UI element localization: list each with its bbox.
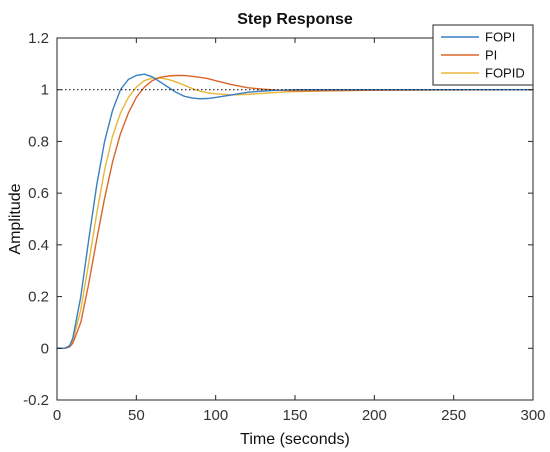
chart-title: Step Response xyxy=(237,11,353,28)
y-ticks: -0.2 0 0.2 0.4 0.6 0.8 1 1.2 xyxy=(23,30,533,409)
series-line-fopi xyxy=(56,73,534,349)
y-axis-label: Amplitude xyxy=(7,183,24,254)
series-line-fopid xyxy=(56,77,534,349)
y-tick-label: 0 xyxy=(41,340,49,357)
series-layer xyxy=(56,73,534,349)
y-tick-label: 0.8 xyxy=(28,133,49,150)
x-tick-label: 100 xyxy=(203,407,228,424)
x-tick-label: 0 xyxy=(53,407,61,424)
y-tick-label: 0.6 xyxy=(28,185,49,202)
x-ticks: 0 50 100 150 200 250 300 xyxy=(53,38,546,424)
y-tick-label: 1 xyxy=(41,82,49,99)
legend-label-fopid: FOPID xyxy=(485,66,525,81)
x-tick-label: 50 xyxy=(128,407,145,424)
y-tick-label: 1.2 xyxy=(28,30,49,47)
x-tick-label: 250 xyxy=(441,407,466,424)
plot-area xyxy=(57,38,533,400)
x-tick-label: 200 xyxy=(362,407,387,424)
y-tick-label: 0.4 xyxy=(28,237,49,254)
x-axis-label: Time (seconds) xyxy=(240,431,350,448)
legend-label-pi: PI xyxy=(485,48,497,63)
y-tick-label: -0.2 xyxy=(23,392,49,409)
y-tick-label: 0.2 xyxy=(28,289,49,306)
legend-label-fopi: FOPI xyxy=(485,30,515,45)
x-tick-label: 150 xyxy=(282,407,307,424)
x-tick-label: 300 xyxy=(520,407,545,424)
legend: FOPI PI FOPID xyxy=(432,24,534,86)
